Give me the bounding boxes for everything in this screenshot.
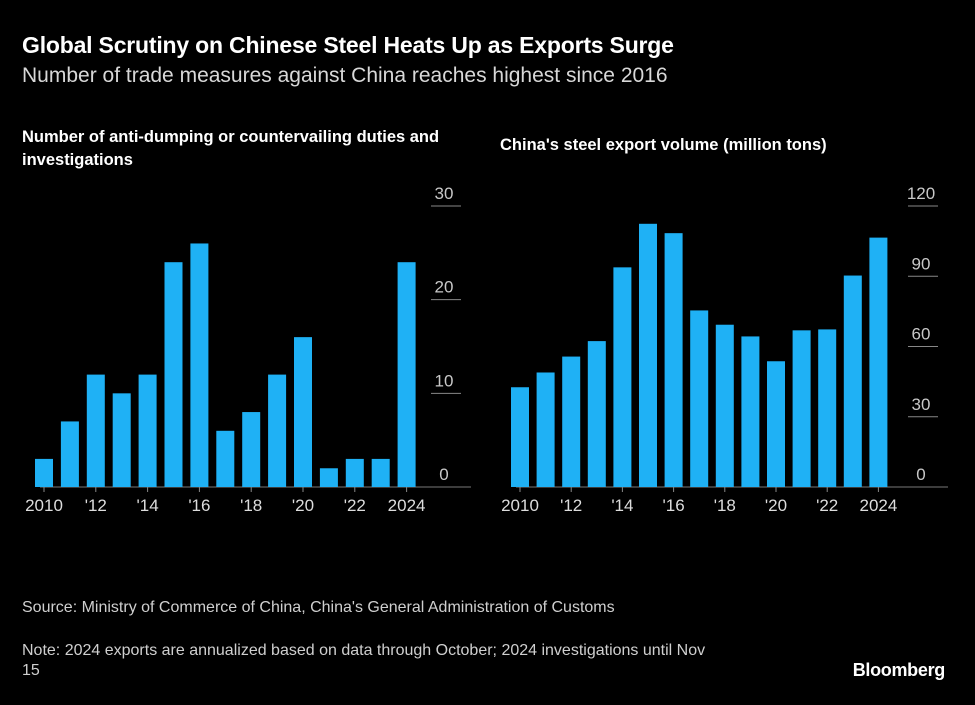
left-chart-bar-2024 — [397, 262, 416, 487]
chart-title: Global Scrutiny on Chinese Steel Heats U… — [22, 32, 674, 58]
right-chart-bar-2023 — [843, 275, 862, 487]
right-chart-title: China's steel export volume (million ton… — [500, 136, 827, 154]
left-chart-x-tick-label: '18 — [240, 496, 262, 515]
right-chart-bar-2011 — [536, 372, 555, 487]
right-chart-x-tick-label: '18 — [714, 496, 736, 515]
left-chart-bar-2011 — [60, 421, 79, 487]
left-chart-bar-2010 — [35, 458, 53, 487]
right-chart-bar-2017 — [690, 310, 709, 487]
right-chart-bar-2012 — [562, 356, 581, 487]
right-chart-x-tick-label: 2024 — [859, 496, 897, 515]
right-chart-bar-2019 — [741, 336, 760, 487]
right-chart-bar-2016 — [664, 233, 683, 487]
left-chart-bar-2021 — [319, 468, 338, 487]
right-chart-x-tick-label: '20 — [765, 496, 787, 515]
left-chart-bar-2018 — [242, 412, 261, 487]
source-note: Source: Ministry of Commerce of China, C… — [22, 599, 615, 616]
left-chart-title: Number of anti-dumping or countervailing… — [22, 128, 440, 169]
left-chart-bar-2014 — [138, 374, 157, 487]
left-chart-bar-2017 — [216, 430, 235, 487]
right-chart-x-tick-label: 2010 — [501, 496, 539, 515]
right-chart-bar-2010 — [511, 387, 529, 487]
chart-subtitle: Number of trade measures against China r… — [22, 64, 668, 87]
right-chart-y-tick-label: 60 — [912, 325, 931, 344]
right-chart-x-tick-label: '14 — [611, 496, 633, 515]
right-chart-y-tick-label: 30 — [912, 395, 931, 414]
right-chart-x-tick-label: '12 — [560, 496, 582, 515]
left-chart-y-tick-label: 20 — [435, 278, 454, 297]
right-chart-y-tick-label: 0 — [916, 465, 925, 484]
right-chart-bar-2021 — [792, 330, 811, 487]
right-chart-bar-2018 — [715, 324, 734, 487]
left-chart-bar-2020 — [294, 337, 312, 487]
right-chart-bar-2014 — [613, 267, 632, 487]
right-chart-x-tick-label: '16 — [663, 496, 685, 515]
left-chart-bar-2023 — [371, 458, 390, 487]
left-chart-bar-2022 — [345, 458, 364, 487]
right-chart-bar-2022 — [818, 329, 837, 487]
right-chart-y-tick-label: 120 — [907, 184, 935, 203]
left-chart-bar-2016 — [190, 243, 209, 487]
left-chart-y-tick-label: 0 — [439, 465, 448, 484]
right-chart-bar-2013 — [587, 341, 606, 487]
right-chart-bar-2024 — [869, 237, 888, 487]
left-chart-x-tick-label: '14 — [137, 496, 159, 515]
left-chart-bar-2015 — [164, 262, 183, 487]
left-chart-x-tick-label: '20 — [292, 496, 314, 515]
left-chart-x-tick-label: 2024 — [388, 496, 426, 515]
footnote: Note: 2024 exports are annualized based … — [22, 642, 706, 679]
left-chart-x-tick-label: '22 — [344, 496, 366, 515]
left-chart-x-tick-label: '12 — [85, 496, 107, 515]
right-chart-x-tick-label: '22 — [816, 496, 838, 515]
left-chart-y-tick-label: 30 — [435, 184, 454, 203]
right-chart-y-tick-label: 90 — [912, 254, 931, 273]
left-chart-x-tick-label: '16 — [188, 496, 210, 515]
bloomberg-logo: Bloomberg — [852, 660, 946, 680]
left-chart-bar-2012 — [86, 374, 105, 487]
left-chart-x-tick-label: 2010 — [25, 496, 63, 515]
left-chart-bar-2013 — [112, 393, 131, 487]
right-chart-bar-2020 — [767, 361, 785, 487]
right-chart-bar-2015 — [639, 223, 657, 487]
left-chart-y-tick-label: 10 — [435, 371, 454, 390]
left-chart-bar-2019 — [268, 374, 287, 487]
